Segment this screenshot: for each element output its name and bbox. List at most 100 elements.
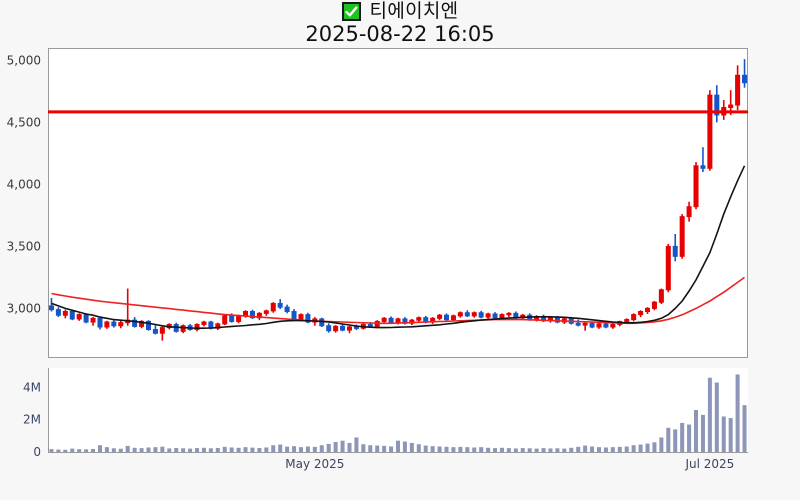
volume-bar bbox=[659, 437, 664, 452]
candle-body bbox=[48, 305, 54, 311]
volume-bar bbox=[84, 449, 89, 452]
volume-bar bbox=[513, 448, 518, 452]
volume-bar bbox=[423, 445, 428, 452]
candle-body bbox=[152, 328, 158, 334]
price-plot-background bbox=[48, 48, 748, 358]
price-axis-tick-label: 4,500 bbox=[7, 115, 41, 129]
volume-bar bbox=[139, 448, 144, 452]
volume-axis-tick-label: 4M bbox=[23, 380, 41, 394]
candle-body bbox=[305, 314, 311, 323]
candle-body bbox=[589, 322, 595, 328]
volume-bar bbox=[56, 449, 61, 452]
volume-bar bbox=[188, 448, 193, 452]
candle-body bbox=[464, 312, 470, 317]
volume-bar bbox=[499, 447, 504, 452]
volume-bar bbox=[472, 447, 477, 452]
volume-bar bbox=[333, 441, 338, 452]
candle-body bbox=[679, 216, 685, 257]
volume-bar bbox=[638, 444, 643, 452]
candle-body bbox=[319, 318, 325, 327]
candle-body bbox=[277, 302, 283, 308]
volume-bar bbox=[326, 443, 331, 452]
volume-bar bbox=[694, 410, 699, 452]
volume-bar bbox=[215, 447, 220, 452]
candle-body bbox=[603, 323, 609, 328]
volume-bar bbox=[541, 448, 546, 452]
volume-bar bbox=[389, 446, 394, 452]
candle-body bbox=[499, 314, 505, 319]
volume-bar bbox=[104, 447, 109, 452]
volume-bar bbox=[382, 445, 387, 452]
candle-body bbox=[76, 314, 82, 320]
volume-bar bbox=[298, 447, 303, 452]
price-axis-tick-label: 5,000 bbox=[7, 53, 41, 67]
volume-bar bbox=[707, 377, 712, 452]
volume-bar bbox=[631, 445, 636, 452]
volume-bar bbox=[458, 446, 463, 452]
candle-body bbox=[284, 306, 290, 313]
candle-body bbox=[457, 312, 463, 317]
volume-bar bbox=[534, 448, 539, 452]
candle-body bbox=[610, 324, 616, 328]
volume-bar bbox=[236, 447, 241, 452]
volume-bar bbox=[97, 445, 102, 452]
candle-body bbox=[658, 289, 664, 303]
candle-body bbox=[298, 314, 304, 320]
volume-bar bbox=[181, 448, 186, 452]
volume-bar bbox=[645, 443, 650, 452]
volume-bar bbox=[486, 447, 491, 452]
volume-bar bbox=[444, 446, 449, 452]
volume-bar bbox=[354, 437, 359, 452]
moving-average-short-line bbox=[51, 165, 746, 329]
x-axis-tick-label: Jul 2025 bbox=[684, 457, 734, 471]
volume-axis-tick-label: 2M bbox=[23, 413, 41, 427]
candle-body bbox=[90, 317, 96, 323]
candle-body bbox=[672, 245, 678, 257]
volume-bar bbox=[222, 446, 227, 452]
candle-body bbox=[644, 307, 651, 312]
candle-body bbox=[478, 312, 484, 318]
volume-bar bbox=[666, 427, 671, 452]
candle-body bbox=[735, 74, 741, 106]
candle-body bbox=[395, 318, 401, 324]
volume-bar bbox=[617, 446, 622, 452]
volume-bar bbox=[430, 446, 435, 452]
volume-bar bbox=[735, 374, 740, 452]
candle-body bbox=[485, 313, 491, 318]
volume-bar bbox=[555, 448, 560, 452]
volume-bar bbox=[278, 444, 283, 452]
candle-body bbox=[243, 311, 249, 317]
candle-body bbox=[367, 324, 373, 327]
volume-bar bbox=[680, 422, 685, 452]
candle-body bbox=[62, 311, 68, 316]
page-title: 티에이치엔 bbox=[369, 0, 459, 22]
volume-bar bbox=[583, 445, 588, 452]
candle-body bbox=[450, 315, 456, 321]
volume-bar bbox=[347, 442, 352, 452]
volume-bar bbox=[63, 449, 68, 452]
volume-bar bbox=[402, 441, 407, 452]
volume-bar bbox=[395, 440, 401, 452]
candle-body bbox=[145, 320, 152, 330]
candle-body bbox=[180, 325, 186, 332]
volume-bar bbox=[416, 444, 421, 452]
volume-bar bbox=[195, 448, 200, 452]
candle-body bbox=[638, 311, 644, 316]
candle-body bbox=[714, 94, 720, 116]
volume-bar bbox=[742, 405, 747, 452]
candle-body bbox=[381, 317, 387, 322]
candle-body bbox=[291, 311, 297, 320]
volume-bar bbox=[257, 447, 262, 452]
candle-body bbox=[229, 315, 235, 322]
volume-bar bbox=[361, 444, 366, 452]
price-axis-tick-label: 4,000 bbox=[7, 177, 41, 191]
volume-bar bbox=[548, 448, 553, 452]
volume-bar bbox=[201, 447, 206, 452]
candle-body bbox=[700, 165, 706, 169]
candle-body bbox=[596, 323, 602, 328]
volume-bar bbox=[319, 445, 324, 452]
candle-body bbox=[326, 325, 332, 332]
volume-bar bbox=[125, 445, 130, 452]
